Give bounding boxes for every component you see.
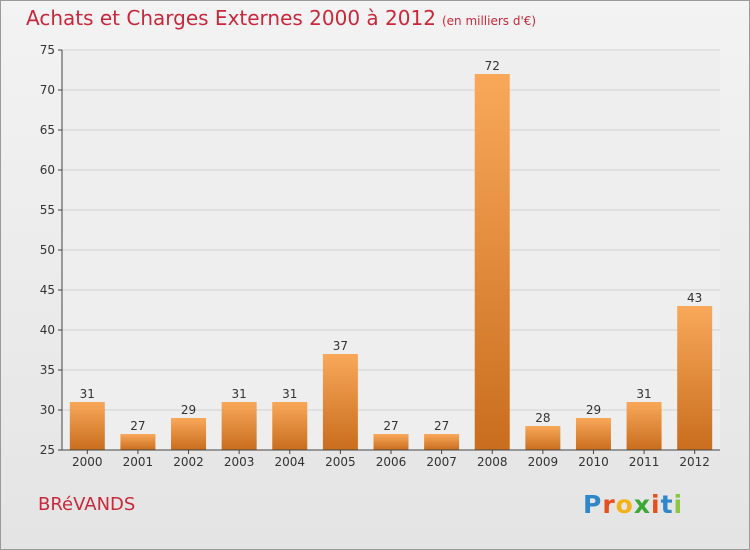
x-tick-label: 2008 bbox=[477, 455, 508, 469]
data-label: 27 bbox=[434, 419, 449, 433]
y-tick-label: 60 bbox=[40, 163, 55, 177]
x-tick-label: 2004 bbox=[274, 455, 305, 469]
data-label: 31 bbox=[232, 387, 247, 401]
y-tick-label: 55 bbox=[40, 203, 55, 217]
commune-name: BRéVANDS bbox=[38, 494, 136, 515]
logo-letter: t bbox=[660, 490, 674, 519]
grid-lines bbox=[62, 49, 720, 451]
bar bbox=[272, 402, 308, 450]
data-label: 31 bbox=[282, 387, 297, 401]
bar bbox=[677, 306, 713, 450]
bar bbox=[474, 74, 510, 450]
data-label: 29 bbox=[181, 403, 196, 417]
logo-letter: i bbox=[673, 490, 684, 519]
chart-units: (en milliers d'€) bbox=[441, 14, 537, 28]
logo-letter: i bbox=[651, 490, 661, 519]
y-tick-label: 70 bbox=[40, 83, 55, 97]
chart-title: Achats et Charges Externes 2000 à 2012 (e… bbox=[26, 6, 536, 30]
x-tick-label: 2007 bbox=[426, 455, 457, 469]
x-tick-label: 2002 bbox=[173, 455, 204, 469]
logo-letter: o bbox=[615, 490, 634, 519]
data-label: 72 bbox=[485, 59, 500, 73]
bar bbox=[69, 402, 105, 450]
data-label: 31 bbox=[80, 387, 95, 401]
y-tick-label: 45 bbox=[40, 283, 55, 297]
data-label: 31 bbox=[636, 387, 651, 401]
x-tick-label: 2000 bbox=[72, 455, 103, 469]
bar bbox=[120, 434, 156, 450]
axes bbox=[58, 49, 720, 454]
data-label: 43 bbox=[687, 291, 702, 305]
y-tick-label: 50 bbox=[40, 243, 55, 257]
data-label: 27 bbox=[130, 419, 145, 433]
data-label: 27 bbox=[383, 419, 398, 433]
logo-letter: P bbox=[583, 490, 603, 519]
y-tick-label: 40 bbox=[40, 323, 55, 337]
y-tick-label: 25 bbox=[40, 443, 55, 457]
x-tick-label: 2011 bbox=[629, 455, 660, 469]
y-tick-label: 75 bbox=[40, 43, 55, 57]
data-label: 37 bbox=[333, 339, 348, 353]
data-label: 28 bbox=[535, 411, 550, 425]
x-tick-label: 2009 bbox=[528, 455, 559, 469]
bar bbox=[626, 402, 662, 450]
bar bbox=[525, 426, 561, 450]
y-tick-label: 65 bbox=[40, 123, 55, 137]
x-tick-label: 2001 bbox=[123, 455, 154, 469]
bar bbox=[221, 402, 257, 450]
labels: 25 30 35 40 45 50 55 60 65 70 75 31 2000 27 2001 29 2002… bbox=[40, 43, 710, 469]
bar bbox=[575, 418, 611, 450]
bar bbox=[171, 418, 207, 450]
y-tick-label: 30 bbox=[40, 403, 55, 417]
x-tick-label: 2003 bbox=[224, 455, 255, 469]
bar bbox=[424, 434, 460, 450]
data-label: 29 bbox=[586, 403, 601, 417]
x-tick-label: 2006 bbox=[376, 455, 407, 469]
bar bbox=[322, 354, 358, 450]
y-tick-label: 35 bbox=[40, 363, 55, 377]
chart-title-text: Achats et Charges Externes 2000 à 2012 bbox=[26, 6, 436, 30]
logo-letter: x bbox=[633, 490, 651, 519]
x-tick-label: 2005 bbox=[325, 455, 356, 469]
logo-letter: r bbox=[602, 490, 616, 519]
x-tick-label: 2012 bbox=[679, 455, 710, 469]
bars bbox=[69, 74, 713, 450]
bar bbox=[373, 434, 409, 450]
x-tick-label: 2010 bbox=[578, 455, 609, 469]
proxiti-logo: Proxiti bbox=[583, 490, 683, 519]
